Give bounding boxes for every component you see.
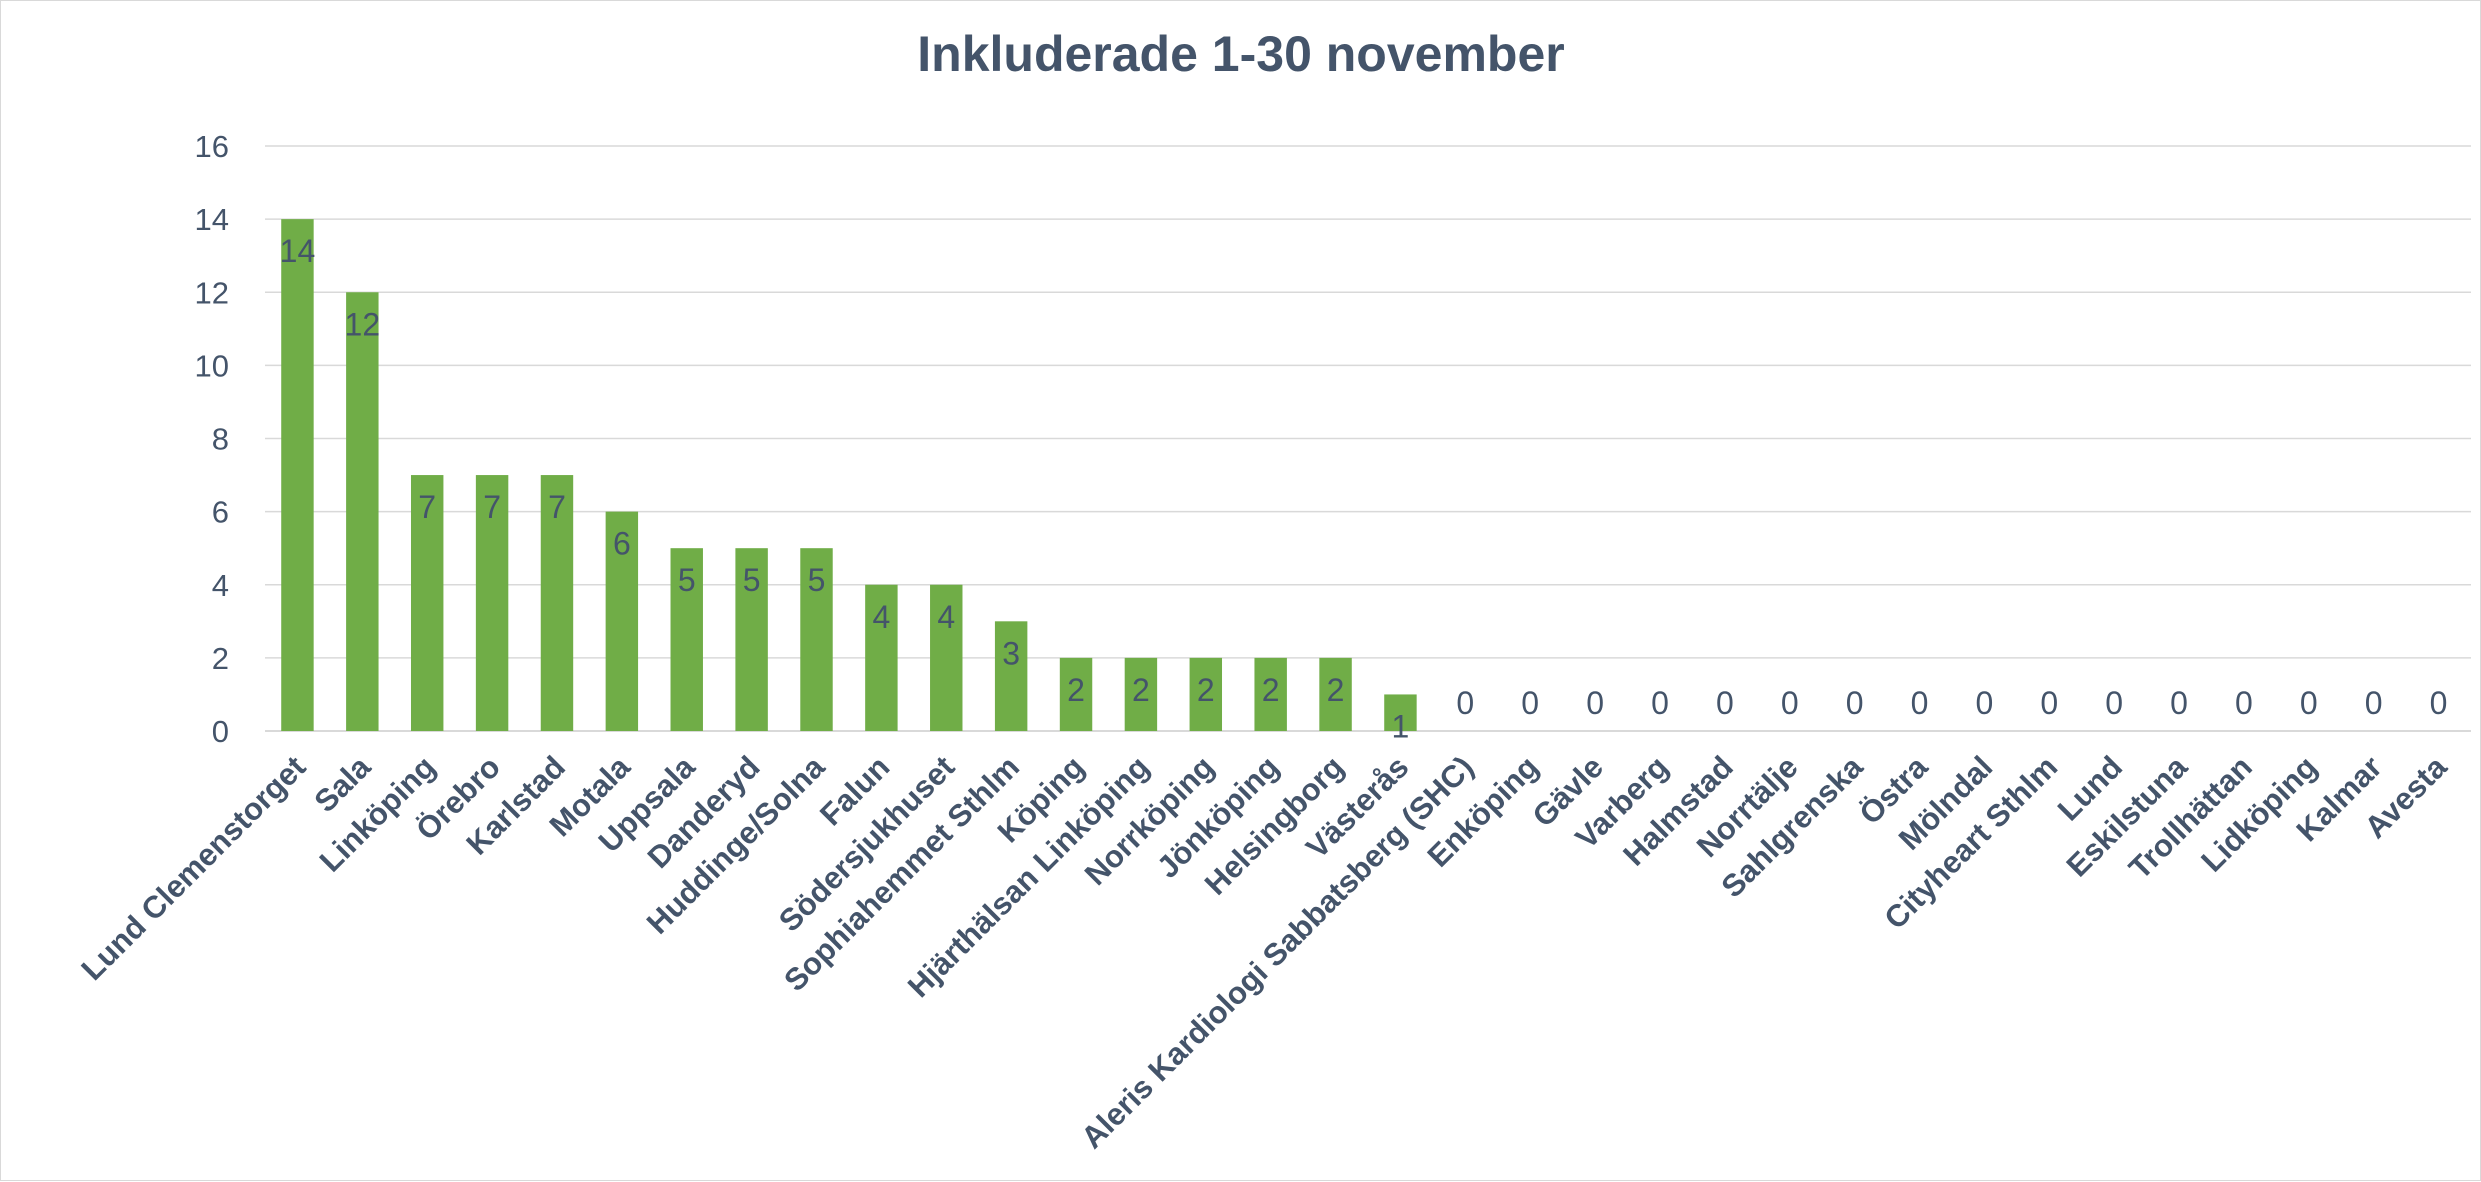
data-label: 3: [1002, 635, 1020, 671]
y-tick-label: 4: [212, 568, 229, 603]
data-label: 0: [2040, 685, 2058, 721]
data-label: 0: [2365, 685, 2383, 721]
data-label: 0: [1846, 685, 1864, 721]
data-label: 4: [872, 599, 890, 635]
data-label: 2: [1262, 672, 1280, 708]
data-label: 0: [2105, 685, 2123, 721]
data-label: 2: [1197, 672, 1215, 708]
bar: [281, 219, 314, 731]
y-tick-label: 10: [195, 348, 229, 383]
bar: [1189, 657, 1223, 731]
bar: [1254, 657, 1287, 731]
y-tick-label: 8: [212, 422, 229, 457]
bar: [540, 475, 574, 731]
data-label: 0: [1456, 685, 1474, 721]
data-label: 6: [613, 526, 631, 562]
y-tick-label: 14: [195, 202, 229, 237]
data-label: 5: [808, 562, 826, 598]
bar: [865, 584, 898, 731]
data-label: 0: [2430, 685, 2448, 721]
bar: [735, 548, 768, 731]
bar: [994, 621, 1028, 731]
bar: [1384, 694, 1417, 731]
data-label: 5: [743, 562, 761, 598]
data-label: 12: [345, 306, 381, 342]
y-tick-label: 0: [212, 714, 229, 749]
gridlines: [265, 145, 2471, 732]
data-label: 0: [2235, 685, 2253, 721]
bar: [1059, 657, 1093, 731]
y-tick-label: 16: [195, 129, 229, 164]
data-label: 0: [1975, 685, 1993, 721]
data-label: 0: [2170, 685, 2188, 721]
data-label: 7: [548, 489, 566, 525]
data-label: 2: [1067, 672, 1085, 708]
bar: [410, 475, 444, 731]
bar: [930, 584, 963, 731]
x-axis-ticks: Lund ClemenstorgetSalaLinköpingÖrebroKar…: [75, 749, 2455, 1156]
y-tick-label: 12: [195, 275, 229, 310]
bar: [670, 548, 703, 731]
data-label: 2: [1327, 672, 1345, 708]
data-label: 0: [1781, 685, 1799, 721]
y-tick-label: 2: [212, 641, 229, 676]
bars: [281, 219, 1417, 731]
data-label: 0: [2300, 685, 2318, 721]
data-label: 0: [1716, 685, 1734, 721]
data-label: 0: [1521, 685, 1539, 721]
data-label: 0: [1586, 685, 1604, 721]
data-labels: 14 12 7 7 7 6 5 5 5 4 4 3 2 2 2 2 2 1 0 0 0 0 0 0 0 0 0 0 0 0 0 0 0 0: [280, 233, 2448, 744]
bar: [1124, 657, 1158, 731]
data-label: 0: [1911, 685, 1929, 721]
data-label: 1: [1392, 708, 1410, 744]
bar: [346, 292, 379, 731]
bar: [1319, 657, 1352, 731]
data-label: 2: [1132, 672, 1150, 708]
bar: [800, 548, 833, 731]
data-label: 7: [418, 489, 436, 525]
x-tick-label: Lund Clemenstorget: [75, 749, 313, 987]
data-label: 4: [937, 599, 955, 635]
data-label: 7: [483, 489, 501, 525]
data-label: 5: [678, 562, 696, 598]
chart-title: Inkluderade 1-30 november: [917, 26, 1564, 82]
bar: [475, 475, 509, 731]
bar: [605, 511, 639, 731]
data-label: 14: [280, 233, 316, 269]
y-axis-ticks: 0 2 4 6 8 10 12 14 16: [195, 129, 229, 749]
y-tick-label: 6: [212, 495, 229, 530]
data-label: 0: [1651, 685, 1669, 721]
